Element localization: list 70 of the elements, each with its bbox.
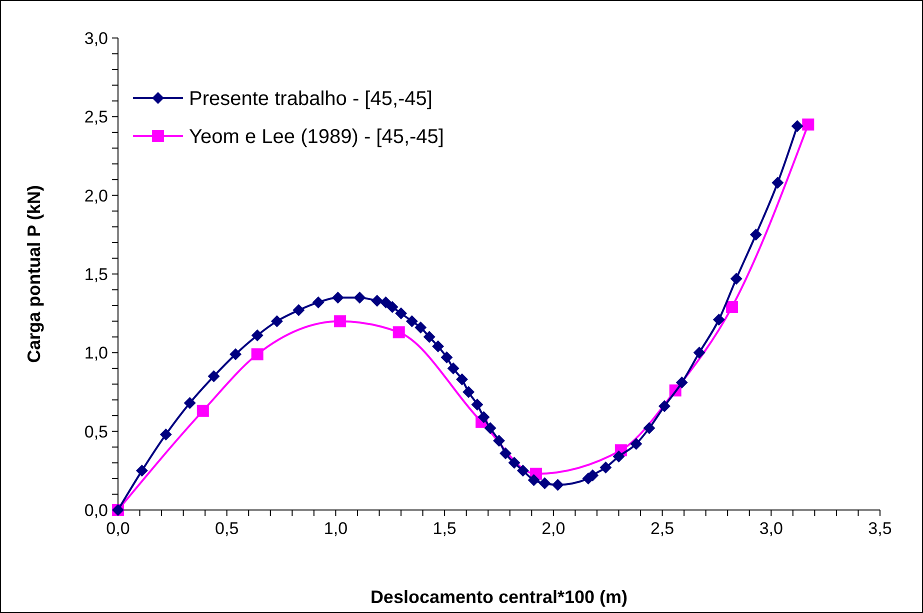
y-tick-label: 1,5: [84, 265, 108, 284]
point: [630, 438, 642, 450]
x-tick-label: 2,5: [650, 519, 674, 538]
y-tick-label: 2,0: [84, 186, 108, 206]
y-axis-title: Carga pontual P (kN): [24, 185, 44, 363]
x-tick-label: 1,5: [432, 519, 456, 538]
x-axis-title: Deslocamento central*100 (m): [370, 587, 628, 607]
x-tick-label: 0,5: [215, 519, 239, 538]
point: [643, 422, 656, 434]
point: [500, 447, 512, 460]
point: [406, 315, 418, 328]
y-tick-label: 2,5: [84, 108, 108, 127]
legend-label: Yeom e Lee (1989) - [45,-45]: [189, 126, 444, 148]
point: [423, 330, 436, 343]
point: [447, 362, 460, 374]
point: [750, 228, 762, 241]
y-tick-label: 0,0: [84, 501, 108, 520]
point: [493, 434, 505, 447]
point: [552, 478, 564, 491]
point: [371, 294, 384, 307]
y-tick-label: 0,5: [84, 422, 108, 442]
point: [456, 373, 468, 386]
point: [471, 398, 484, 411]
point: [730, 272, 742, 285]
point: [395, 307, 408, 320]
point: [312, 296, 324, 308]
point: [538, 477, 551, 490]
point: [392, 326, 405, 338]
point: [334, 315, 346, 328]
point: [462, 386, 475, 398]
point: [516, 464, 529, 477]
point: [196, 404, 209, 417]
point: [354, 292, 366, 304]
point: [791, 120, 804, 132]
point: [208, 370, 220, 382]
y-tick-label: 1,0: [84, 344, 108, 363]
point: [251, 329, 264, 342]
point: [712, 314, 725, 326]
x-tick-label: 0,0: [106, 519, 130, 538]
point: [414, 321, 427, 334]
point: [230, 348, 242, 360]
point: [184, 397, 196, 410]
point: [484, 422, 496, 434]
point: [270, 315, 283, 328]
point: [440, 351, 453, 364]
point: [693, 346, 706, 359]
point: [136, 464, 148, 477]
point: [802, 118, 814, 131]
point: [726, 301, 738, 314]
point: [600, 462, 612, 474]
point: [478, 411, 490, 424]
point: [292, 304, 305, 316]
x-tick-label: 3,0: [759, 519, 783, 538]
point: [432, 340, 444, 352]
x-tick-label: 3,5: [868, 519, 892, 538]
point: [251, 348, 264, 360]
legend-label: Presente trabalho - [45,-45]: [189, 88, 432, 110]
point: [772, 176, 784, 189]
y-tick-label: 3,0: [84, 29, 108, 48]
point: [658, 400, 670, 412]
point: [332, 292, 344, 304]
point: [676, 376, 688, 389]
point: [380, 296, 392, 308]
x-tick-label: 1,0: [324, 519, 348, 538]
point: [528, 474, 540, 486]
point: [612, 450, 625, 463]
point: [386, 301, 398, 314]
point: [508, 456, 520, 469]
x-tick-label: 2,0: [542, 519, 566, 538]
point: [160, 428, 172, 440]
